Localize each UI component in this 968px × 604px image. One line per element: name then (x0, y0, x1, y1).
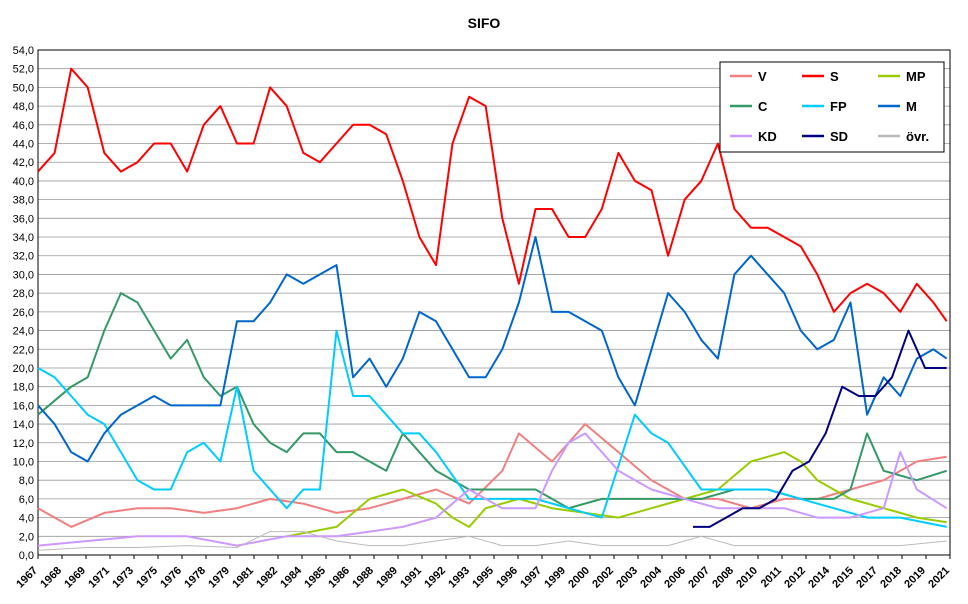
x-tick-label: 1986 (326, 565, 352, 591)
y-tick-label: 52,0 (13, 64, 34, 76)
y-tick-label: 36,0 (13, 213, 34, 225)
legend-box (719, 61, 945, 153)
legend-label: V (758, 69, 767, 84)
x-tick-label: 2014 (806, 564, 832, 590)
legend-label: FP (830, 99, 847, 114)
y-tick-label: 54,0 (13, 45, 34, 57)
x-tick-label: 1995 (470, 565, 496, 591)
y-tick-label: 4,0 (19, 513, 34, 525)
series-line-c (37, 292, 947, 510)
x-tick-label: 2010 (734, 565, 760, 591)
x-tick-label: 2000 (566, 565, 592, 591)
x-tick-label: 2007 (686, 565, 712, 591)
y-tick-label: 24,0 (13, 326, 34, 338)
series-line-fp (37, 329, 947, 528)
legend-label: S (830, 69, 839, 84)
y-tick-label: 2,0 (19, 531, 34, 543)
y-tick-label: 16,0 (13, 400, 34, 412)
x-tick-label: 1981 (230, 565, 256, 591)
x-tick-label: 2019 (902, 565, 928, 591)
x-tick-label: 1969 (62, 565, 88, 591)
legend-label: M (906, 99, 917, 114)
series-line-vr (37, 531, 947, 551)
x-tick-label: 2018 (878, 565, 904, 591)
y-tick-label: 30,0 (13, 269, 34, 281)
x-tick-label: 1967 (14, 565, 40, 591)
y-tick-label: 42,0 (13, 157, 34, 169)
x-axis-ticks: 1967196819691971197319751976197819791981… (14, 555, 952, 590)
x-tick-label: 1971 (86, 565, 112, 591)
x-tick-label: 2008 (710, 565, 736, 591)
x-tick-label: 1989 (374, 565, 400, 591)
x-tick-label: 1999 (542, 565, 568, 591)
legend-label: övr. (906, 129, 929, 144)
x-tick-label: 1973 (110, 565, 136, 591)
legend-label: SD (830, 129, 848, 144)
chart-title: SIFO (468, 15, 501, 31)
x-tick-label: 2012 (782, 565, 808, 591)
y-axis-ticks: 0,0 2,0 4,0 6,0 8,0 10,0 12,0 14,0 16,0 18,0 20,0 2… (13, 45, 34, 562)
x-tick-label: 2015 (830, 565, 856, 591)
x-tick-label: 1984 (278, 564, 304, 590)
x-tick-label: 2021 (926, 565, 952, 591)
y-tick-label: 34,0 (13, 232, 34, 244)
y-tick-label: 28,0 (13, 288, 34, 300)
y-tick-label: 6,0 (19, 494, 34, 506)
x-tick-label: 2006 (662, 565, 688, 591)
series-line-v (37, 423, 947, 528)
x-tick-label: 1985 (302, 565, 328, 591)
x-tick-label: 1997 (518, 565, 544, 591)
x-tick-label: 1988 (350, 565, 376, 591)
x-tick-label: 2004 (638, 564, 664, 590)
x-tick-label: 2002 (590, 565, 616, 591)
x-tick-label: 1968 (38, 565, 64, 591)
series-lines (37, 67, 948, 551)
legend-label: C (758, 99, 768, 114)
y-tick-label: 22,0 (13, 344, 34, 356)
y-tick-label: 48,0 (13, 101, 34, 113)
y-tick-label: 8,0 (19, 475, 34, 487)
x-tick-label: 1982 (254, 565, 280, 591)
y-tick-label: 44,0 (13, 139, 34, 151)
y-tick-label: 14,0 (13, 419, 34, 431)
y-tick-label: 20,0 (13, 363, 34, 375)
x-tick-label: 1979 (206, 565, 232, 591)
y-tick-label: 10,0 (13, 456, 34, 468)
y-tick-label: 26,0 (13, 307, 34, 319)
legend-label: KD (758, 129, 777, 144)
y-tick-label: 38,0 (13, 195, 34, 207)
legend-label: MP (906, 69, 926, 84)
x-tick-label: 1975 (134, 565, 160, 591)
x-tick-label: 2011 (759, 565, 784, 590)
series-line-sd (693, 329, 947, 528)
series-line-s (37, 67, 948, 322)
x-tick-label: 1992 (422, 565, 448, 591)
y-tick-label: 46,0 (13, 120, 34, 132)
y-tick-label: 12,0 (13, 438, 34, 450)
x-tick-label: 1978 (182, 565, 208, 591)
x-tick-label: 2003 (614, 565, 640, 591)
y-tick-label: 40,0 (13, 176, 34, 188)
y-tick-label: 0,0 (19, 550, 34, 562)
series-line-mp (286, 451, 947, 538)
x-tick-label: 1993 (446, 565, 472, 591)
series-line-m (37, 236, 948, 463)
legend: V S MP C FP M KD SD övr. (719, 61, 945, 153)
y-tick-label: 50,0 (13, 82, 34, 94)
x-tick-label: 1991 (398, 565, 424, 591)
x-tick-label: 2017 (854, 565, 880, 591)
series-line-kd (37, 432, 948, 547)
x-tick-label: 1976 (158, 565, 184, 591)
x-tick-label: 1996 (494, 565, 520, 591)
y-tick-label: 18,0 (13, 382, 34, 394)
y-tick-label: 32,0 (13, 251, 34, 263)
